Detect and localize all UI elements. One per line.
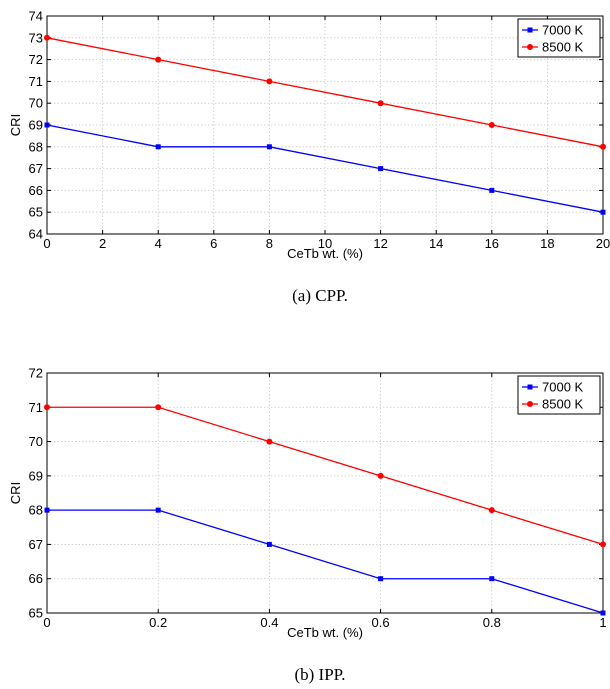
- x-tick-label: 14: [429, 236, 443, 251]
- data-point-circle: [377, 100, 384, 107]
- legend-marker-circle: [527, 401, 533, 407]
- y-tick-label: 69: [29, 468, 43, 483]
- data-point-circle: [44, 34, 50, 41]
- legend-marker-circle: [527, 44, 533, 50]
- data-point-square: [266, 144, 272, 150]
- legend-label: 8500 K: [542, 40, 584, 55]
- data-point-circle: [377, 472, 384, 479]
- data-point-square: [600, 610, 606, 616]
- data-point-square: [489, 187, 495, 193]
- y-axis-label: CRI: [8, 482, 23, 504]
- y-tick-label: 66: [29, 571, 43, 586]
- y-tick-label: 68: [29, 139, 43, 154]
- y-tick-label: 74: [29, 9, 43, 24]
- y-tick-label: 65: [29, 606, 43, 621]
- x-axis-label: CeTb wt. (%): [287, 246, 363, 261]
- figure-caption: (a) CPP.: [292, 286, 348, 305]
- y-tick-label: 68: [29, 503, 43, 518]
- data-point-square: [266, 541, 272, 547]
- data-point-circle: [488, 507, 495, 514]
- figure-caption: (b) IPP.: [294, 665, 345, 684]
- data-point-square: [378, 166, 384, 172]
- x-tick-label: 10: [318, 236, 332, 251]
- y-tick-label: 71: [29, 74, 43, 89]
- data-point-circle: [266, 78, 273, 85]
- chart-ipp: 0 0.2 0.4 0.6 0.8 1 65 66 67 68 69 70 71 72 CeTb wt. (…: [8, 366, 607, 685]
- legend-label: 8500 K: [542, 397, 584, 412]
- x-tick-label: 0: [43, 615, 50, 630]
- y-axis-label: CRI: [8, 114, 23, 136]
- x-tick-label: 8: [266, 236, 273, 251]
- data-point-circle: [266, 438, 273, 445]
- legend-marker-square: [527, 384, 533, 390]
- data-point-circle: [155, 404, 162, 411]
- legend-label: 7000 K: [542, 23, 584, 38]
- x-tick-label: 0.2: [149, 615, 167, 630]
- x-tick-label: 0.6: [372, 615, 390, 630]
- series-line-7000-k: [46, 124, 604, 213]
- legend-marker-square: [527, 27, 533, 33]
- data-point-circle: [488, 122, 495, 128]
- x-axis-label: CeTb wt. (%): [287, 625, 363, 640]
- legend-box: [517, 375, 601, 415]
- y-tick-label: 72: [29, 52, 43, 67]
- x-tick-label: 20: [596, 236, 610, 251]
- y-tick-label: 67: [29, 537, 43, 552]
- data-point-circle: [600, 143, 606, 150]
- series-line-8500-k: [46, 37, 604, 148]
- y-tick-label: 67: [29, 161, 43, 176]
- y-tick-label: 69: [29, 118, 43, 133]
- x-tick-label: 0.4: [260, 615, 278, 630]
- data-point-square: [489, 576, 495, 582]
- x-tick-label: 0.8: [483, 615, 501, 630]
- data-point-square: [155, 144, 161, 150]
- data-point-square: [155, 507, 161, 513]
- y-tick-label: 73: [29, 30, 43, 45]
- data-point-circle: [44, 404, 50, 411]
- data-point-square: [44, 122, 50, 128]
- y-tick-label: 70: [29, 434, 43, 449]
- data-point-square: [378, 576, 384, 582]
- x-tick-label: 0: [43, 236, 50, 251]
- data-point-circle: [600, 541, 606, 548]
- y-tick-label: 71: [29, 400, 43, 415]
- plot-frame: [46, 372, 604, 614]
- x-tick-label: 4: [155, 236, 162, 251]
- x-tick-label: 2: [99, 236, 106, 251]
- series-line-7000-k: [47, 509, 604, 614]
- data-point-square: [44, 507, 50, 513]
- x-tick-label: 12: [373, 236, 387, 251]
- data-point-circle: [155, 56, 162, 63]
- y-tick-label: 66: [29, 183, 43, 198]
- y-tick-label: 64: [29, 227, 43, 242]
- x-tick-label: 18: [540, 236, 554, 251]
- x-tick-label: 6: [210, 236, 217, 251]
- series-line-8500-k: [47, 406, 604, 546]
- x-tick-label: 16: [485, 236, 499, 251]
- y-tick-label: 70: [29, 96, 43, 111]
- chart-cpp: 0 2 4 6 8 10 12 14 16 18 206465666768697071727374C…: [8, 9, 610, 306]
- legend-label: 7000 K: [542, 380, 584, 395]
- data-point-square: [600, 209, 606, 215]
- y-tick-label: 72: [29, 366, 43, 381]
- x-tick-label: 1: [599, 615, 606, 630]
- y-tick-label: 65: [29, 205, 43, 220]
- legend-box: [517, 18, 601, 58]
